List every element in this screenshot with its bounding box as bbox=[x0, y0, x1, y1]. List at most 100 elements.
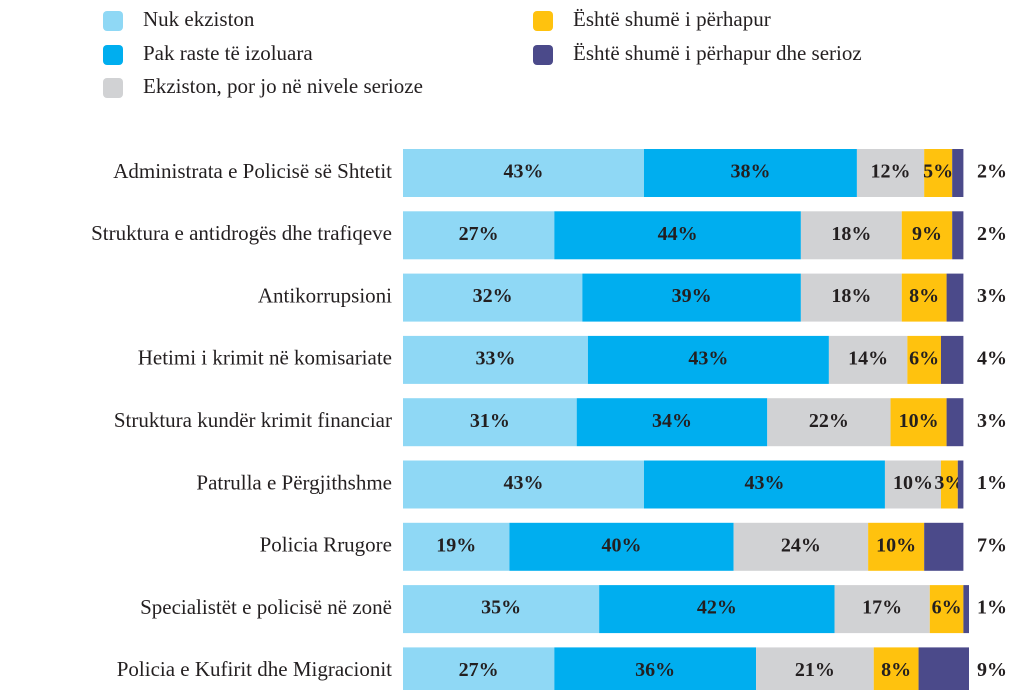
value-label: 43% bbox=[503, 472, 543, 494]
bar-segment bbox=[952, 149, 964, 197]
value-label: 43% bbox=[688, 347, 728, 369]
value-label: 24% bbox=[781, 534, 821, 556]
value-label: 43% bbox=[503, 161, 543, 183]
bar-segment bbox=[403, 398, 577, 447]
value-label: 19% bbox=[436, 534, 476, 556]
bar-segment bbox=[940, 460, 958, 509]
bar-segment bbox=[403, 149, 644, 197]
category-label: Administrata e Policisë së Shtetit bbox=[113, 159, 392, 183]
legend-swatch bbox=[103, 11, 123, 31]
value-label: 27% bbox=[459, 659, 499, 681]
value-label: 1% bbox=[977, 597, 1007, 619]
legend-label: Pak raste të izoluara bbox=[143, 41, 313, 65]
bar-segment bbox=[582, 273, 801, 322]
value-label: 10% bbox=[893, 472, 933, 494]
legend-swatch bbox=[533, 11, 553, 31]
value-label: 3% bbox=[934, 472, 964, 494]
value-label: 43% bbox=[744, 472, 784, 494]
legend-swatch bbox=[103, 78, 123, 98]
bar-segment bbox=[924, 522, 964, 571]
value-label: 10% bbox=[876, 534, 916, 556]
bar-segment bbox=[946, 273, 964, 322]
value-label: 6% bbox=[932, 597, 962, 619]
bar-segment bbox=[800, 273, 902, 322]
value-label: 18% bbox=[831, 223, 871, 245]
value-label: 9% bbox=[912, 223, 942, 245]
value-label: 38% bbox=[730, 161, 770, 183]
value-label: 40% bbox=[602, 534, 642, 556]
value-label: 22% bbox=[809, 410, 849, 432]
bar-segment bbox=[884, 460, 941, 509]
category-label: Antikorrupsioni bbox=[258, 283, 392, 307]
value-label: 1% bbox=[977, 472, 1007, 494]
bar-segment bbox=[403, 647, 555, 690]
bar-segment bbox=[890, 398, 947, 447]
bar-segment bbox=[767, 398, 891, 447]
value-label: 2% bbox=[977, 161, 1007, 183]
value-label: 39% bbox=[672, 285, 712, 307]
bar-segment bbox=[756, 647, 874, 690]
category-label: Specialistët e policisë në zonë bbox=[140, 595, 392, 619]
legend-label: Është shumë i përhapur dhe serioz bbox=[573, 41, 862, 65]
value-label: 12% bbox=[871, 161, 911, 183]
category-label: Policia Rrugore bbox=[260, 533, 392, 557]
category-label: Policia e Kufirit dhe Migracionit bbox=[117, 657, 392, 681]
bar-segment bbox=[554, 647, 757, 690]
category-label: Struktura e antidrogës dhe trafiqeve bbox=[91, 221, 392, 245]
value-label: 31% bbox=[470, 410, 510, 432]
value-label: 27% bbox=[459, 223, 499, 245]
value-label: 35% bbox=[481, 597, 521, 619]
value-label: 9% bbox=[977, 659, 1007, 681]
bar-segment bbox=[952, 211, 964, 260]
value-label: 34% bbox=[652, 410, 692, 432]
legend-label: Është shumë i përhapur bbox=[573, 7, 771, 31]
value-label: 21% bbox=[795, 659, 835, 681]
bar-segment bbox=[403, 273, 583, 322]
value-label: 17% bbox=[862, 597, 902, 619]
value-label: 3% bbox=[977, 410, 1007, 432]
bar-segment bbox=[856, 149, 925, 197]
bar-segment bbox=[509, 522, 734, 571]
bar-segment bbox=[929, 585, 964, 634]
legend-swatch bbox=[533, 45, 553, 65]
bar-segment bbox=[403, 522, 510, 571]
bar-segment bbox=[587, 335, 829, 384]
bar-segment bbox=[599, 585, 835, 634]
value-label: 42% bbox=[697, 597, 737, 619]
category-label: Struktura kundër krimit financiar bbox=[114, 408, 392, 432]
value-label: 6% bbox=[909, 347, 939, 369]
bar-segment bbox=[403, 460, 644, 509]
value-label: 10% bbox=[899, 410, 939, 432]
bar-segment bbox=[907, 335, 941, 384]
bar-segment bbox=[963, 585, 969, 634]
value-label: 7% bbox=[977, 534, 1007, 556]
bar-segment bbox=[873, 647, 919, 690]
value-label: 18% bbox=[831, 285, 871, 307]
bar-segment bbox=[957, 460, 964, 509]
value-label: 4% bbox=[977, 347, 1007, 369]
value-label: 2% bbox=[977, 223, 1007, 245]
bar-segment bbox=[834, 585, 930, 634]
value-label: 8% bbox=[909, 285, 939, 307]
value-label: 32% bbox=[473, 285, 513, 307]
value-label: 8% bbox=[881, 659, 911, 681]
legend-label: Ekziston, por jo në nivele serioze bbox=[143, 74, 423, 98]
category-label: Patrulla e Përgjithshme bbox=[196, 470, 392, 494]
bar-segment bbox=[733, 522, 869, 571]
bar-segment bbox=[403, 585, 600, 634]
value-label: 33% bbox=[475, 347, 515, 369]
value-label: 3% bbox=[977, 285, 1007, 307]
bar-segment bbox=[643, 149, 857, 197]
bar-segment bbox=[901, 211, 953, 260]
legend-swatch bbox=[103, 45, 123, 65]
value-label: 44% bbox=[658, 223, 698, 245]
bar-segment bbox=[924, 149, 953, 197]
bar-segment bbox=[403, 335, 588, 384]
bar-segment bbox=[901, 273, 947, 322]
bar-segment bbox=[576, 398, 768, 447]
bar-segment bbox=[940, 335, 964, 384]
bar-segment bbox=[828, 335, 908, 384]
bar-segment bbox=[868, 522, 925, 571]
bar-segment bbox=[918, 647, 969, 690]
